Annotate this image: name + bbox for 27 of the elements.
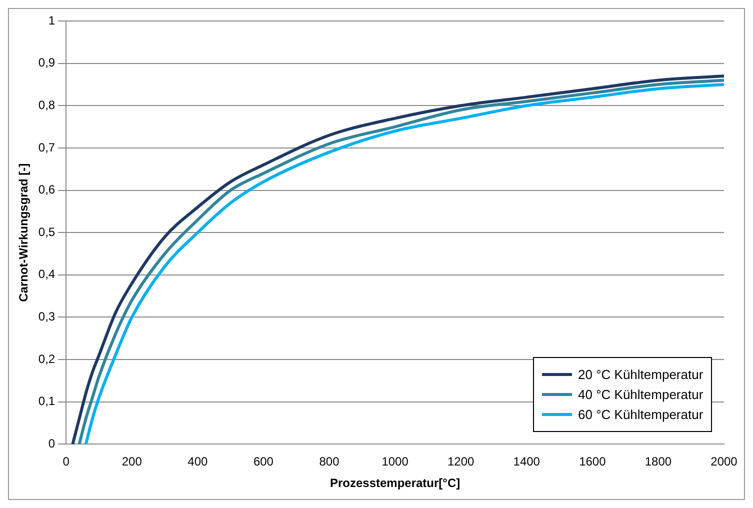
x-tick-label: 1400 <box>513 454 540 469</box>
y-tick-label: 0,6 <box>38 182 56 197</box>
y-axis-title: Carnot-Wirkungsgrad [-] <box>16 163 31 302</box>
x-tick-label: 800 <box>319 454 340 469</box>
x-tick-label: 400 <box>188 454 208 469</box>
x-tick-label: 600 <box>253 454 274 469</box>
y-tick-label: 1 <box>48 13 56 28</box>
y-tick-label: 0,2 <box>38 352 56 366</box>
y-tick-label: 0,8 <box>38 98 56 112</box>
y-tick-label: 0,4 <box>38 267 56 282</box>
x-tick-label: 1600 <box>579 454 606 469</box>
x-tick-label: 1200 <box>447 454 475 469</box>
legend-label: 40 °C Kühltemperatur <box>578 387 704 402</box>
y-tick-label: 0,3 <box>38 310 56 324</box>
legend-label: 60 °C Kühltemperatur <box>578 407 704 422</box>
y-tick-label: 0 <box>48 436 56 451</box>
x-tick-label: 1800 <box>644 454 672 469</box>
x-tick-label: 1000 <box>382 454 409 469</box>
legend-label: 20 °C Kühltemperatur <box>578 367 704 382</box>
y-tick-label: 0,5 <box>38 224 56 239</box>
y-tick-label: 0,7 <box>38 140 56 154</box>
y-tick-label: 0,1 <box>38 394 56 408</box>
x-tick-label: 200 <box>122 454 142 469</box>
x-tick-label: 0 <box>62 454 70 469</box>
y-tick-label: 0,9 <box>38 56 56 70</box>
x-tick-label: 2000 <box>710 454 738 469</box>
x-axis-title: Prozesstemperatur[°C] <box>330 476 460 490</box>
